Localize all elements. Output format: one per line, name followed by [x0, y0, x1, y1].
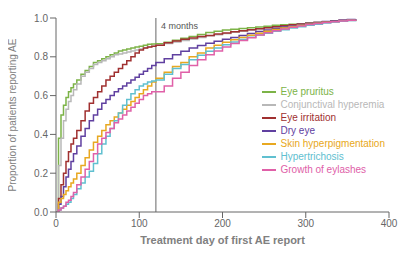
svg-text:0: 0: [53, 218, 59, 229]
svg-text:0.0: 0.0: [34, 207, 48, 218]
svg-text:Treatment day of first AE repo: Treatment day of first AE report: [140, 234, 305, 246]
html-text:Conjunctival hyperemia: Conjunctival hyperemia: [280, 99, 385, 110]
html-text:Skin hyperpigmentation: Skin hyperpigmentation: [280, 138, 385, 149]
svg-text:100: 100: [131, 218, 148, 229]
svg-text:4 months: 4 months: [161, 21, 199, 31]
svg-text:200: 200: [214, 218, 231, 229]
html-text:Eye irritation: Eye irritation: [280, 112, 337, 123]
svg-text:1.0: 1.0: [34, 13, 48, 24]
svg-text:0.8: 0.8: [34, 51, 48, 62]
html-text:Growth of eylashes: Growth of eylashes: [280, 164, 367, 175]
html-text:Eye pruritus: Eye pruritus: [280, 86, 334, 97]
html-text:Dry eye: Dry eye: [280, 125, 315, 136]
svg-text:400: 400: [381, 218, 398, 229]
svg-text:0.2: 0.2: [34, 168, 48, 179]
html-text:Hypertrichosis: Hypertrichosis: [280, 151, 344, 162]
svg-text:0.6: 0.6: [34, 90, 48, 101]
svg-text:Proportion of patients reporti: Proportion of patients reporting AE: [8, 38, 18, 191]
svg-text:300: 300: [297, 218, 314, 229]
svg-text:0.4: 0.4: [34, 129, 48, 140]
